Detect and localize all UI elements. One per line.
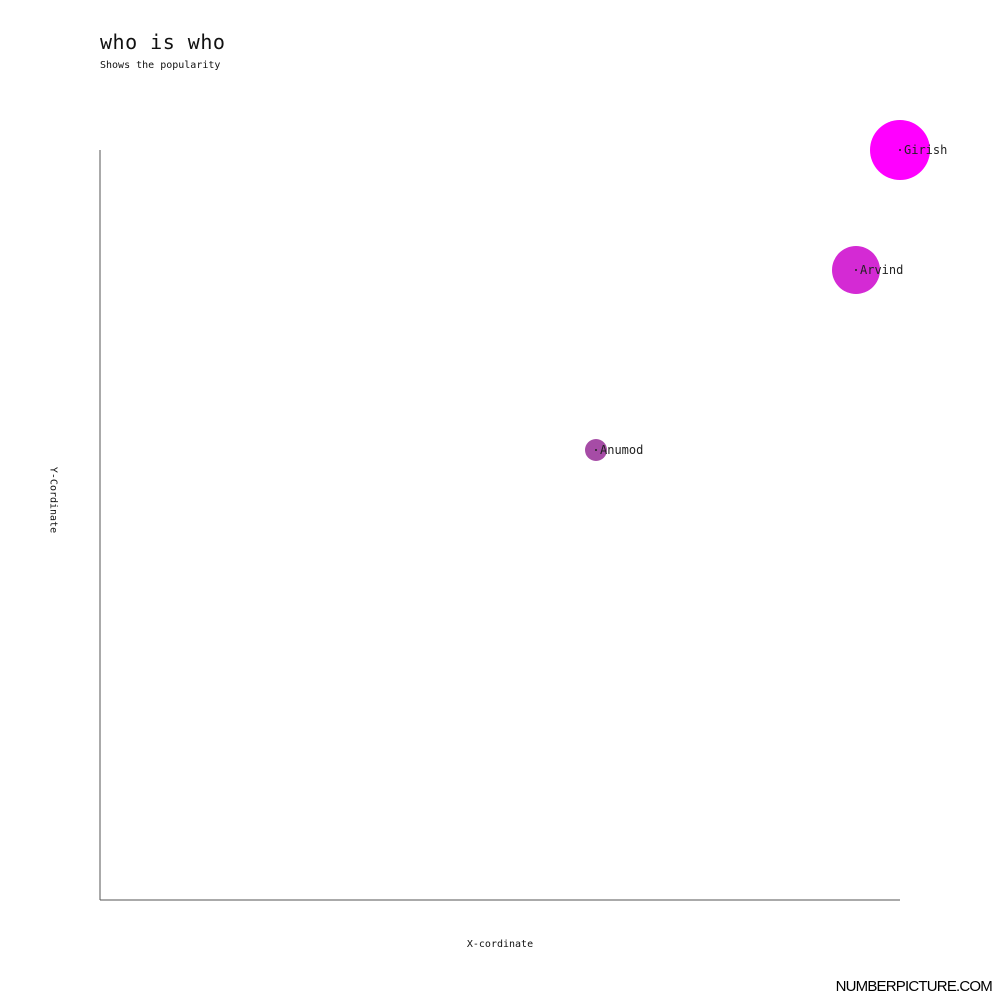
chart-title: who is who — [100, 30, 226, 54]
center-dot-anumod — [595, 449, 597, 451]
point-arvind[interactable]: Arvind — [832, 246, 903, 294]
points-layer: Anumod Arvind Girish — [585, 120, 947, 461]
center-dot-girish — [899, 149, 901, 151]
point-anumod[interactable]: Anumod — [585, 439, 643, 461]
point-label-girish: Girish — [904, 143, 947, 157]
x-axis-label: X-cordinate — [466, 939, 534, 950]
center-dot-arvind — [855, 269, 857, 271]
point-girish[interactable]: Girish — [870, 120, 947, 180]
point-label-arvind: Arvind — [860, 263, 903, 277]
chart-subtitle: Shows the popularity — [100, 60, 221, 71]
point-label-anumod: Anumod — [600, 443, 643, 457]
y-axis-label: Y-Cordinate — [47, 466, 59, 534]
brand-logo: NUMBERPICTURE.COM — [835, 978, 993, 995]
